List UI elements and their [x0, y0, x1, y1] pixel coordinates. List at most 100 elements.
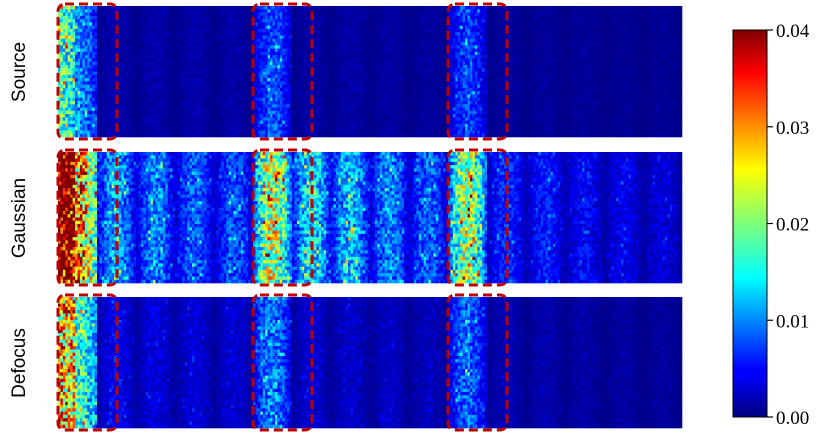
heatmap-cell	[85, 124, 88, 128]
heatmap-cell	[141, 52, 144, 56]
heatmap-cell	[78, 134, 81, 138]
heatmap-cell	[173, 16, 176, 20]
heatmap-cell	[273, 85, 276, 89]
heatmap-cell	[185, 13, 188, 17]
heatmap-cell	[197, 9, 200, 13]
heatmap-cell	[214, 121, 217, 125]
heatmap-cell	[209, 108, 212, 112]
heatmap-cell	[202, 16, 205, 20]
heatmap-cell	[63, 94, 66, 98]
heatmap-cell	[143, 39, 146, 43]
heatmap-cell	[148, 124, 151, 128]
heatmap-cell	[180, 26, 183, 30]
heatmap-cell	[80, 108, 83, 112]
heatmap-cell	[280, 49, 283, 53]
heatmap-cell	[221, 22, 224, 26]
heatmap-cell	[229, 32, 232, 36]
heatmap-cell	[190, 35, 193, 39]
heatmap-cell	[226, 45, 229, 49]
heatmap-cell	[236, 16, 239, 20]
heatmap-cell	[190, 72, 193, 76]
heatmap-cell	[255, 81, 258, 85]
heatmap-cell	[185, 32, 188, 36]
heatmap-cell	[151, 75, 154, 79]
heatmap-cell	[243, 39, 246, 43]
heatmap-cell	[173, 78, 176, 82]
heatmap-cell	[177, 62, 180, 66]
heatmap-cell	[165, 39, 168, 43]
heatmap-cell	[92, 49, 95, 53]
heatmap-cell	[87, 72, 90, 76]
heatmap-cell	[282, 29, 285, 33]
heatmap-cell	[290, 26, 293, 30]
heatmap-cell	[102, 13, 105, 17]
heatmap-cell	[209, 81, 212, 85]
heatmap-cell	[292, 29, 295, 33]
heatmap-cell	[134, 29, 137, 33]
heatmap-cell	[138, 104, 141, 108]
heatmap-cell	[70, 117, 73, 121]
heatmap-cell	[92, 26, 95, 30]
heatmap-cell	[236, 65, 239, 69]
heatmap-cell	[165, 78, 168, 82]
heatmap-cell	[287, 68, 290, 72]
heatmap-cell	[221, 88, 224, 92]
heatmap-cell	[243, 26, 246, 30]
heatmap-cell	[185, 29, 188, 33]
heatmap-cell	[90, 19, 93, 23]
heatmap-cell	[277, 9, 280, 13]
heatmap-cell	[73, 111, 76, 115]
heatmap-cell	[202, 75, 205, 79]
heatmap-cell	[248, 58, 251, 62]
heatmap-cell	[131, 29, 134, 33]
heatmap-cell	[158, 108, 161, 112]
heatmap-cell	[104, 68, 107, 72]
heatmap-cell	[177, 94, 180, 98]
heatmap-cell	[60, 45, 63, 49]
heatmap-cell	[214, 114, 217, 118]
heatmap-cell	[160, 98, 163, 102]
heatmap-cell	[170, 32, 173, 36]
heatmap-cell	[173, 68, 176, 72]
heatmap-cell	[60, 134, 63, 138]
heatmap-cell	[156, 9, 159, 13]
heatmap-cell	[73, 94, 76, 98]
heatmap-cell	[143, 52, 146, 56]
heatmap-cell	[280, 68, 283, 72]
heatmap-cell	[214, 127, 217, 131]
heatmap-cell	[224, 108, 227, 112]
heatmap-cell	[104, 32, 107, 36]
heatmap-cell	[151, 104, 154, 108]
heatmap-cell	[214, 13, 217, 17]
heatmap-cell	[114, 62, 117, 66]
heatmap-cell	[107, 22, 110, 26]
heatmap-cell	[204, 6, 207, 10]
heatmap-cell	[273, 108, 276, 112]
heatmap-cell	[207, 65, 210, 69]
heatmap-cell	[182, 124, 185, 128]
heatmap-cell	[224, 29, 227, 33]
heatmap-cell	[255, 114, 258, 118]
heatmap-cell	[226, 91, 229, 95]
heatmap-cell	[143, 81, 146, 85]
heatmap-cell	[216, 6, 219, 10]
heatmap-cell	[207, 124, 210, 128]
heatmap-cell	[158, 16, 161, 20]
heatmap-cell	[70, 58, 73, 62]
heatmap-cell	[277, 108, 280, 112]
heatmap-cell	[195, 62, 198, 66]
heatmap-cell	[248, 19, 251, 23]
heatmap-cell	[202, 88, 205, 92]
heatmap-cell	[90, 130, 93, 134]
heatmap-cell	[165, 62, 168, 66]
heatmap-cell	[60, 91, 63, 95]
heatmap-cell	[92, 42, 95, 46]
heatmap-cell	[282, 42, 285, 46]
heatmap-cell	[87, 78, 90, 82]
heatmap-cell	[236, 94, 239, 98]
heatmap-cell	[148, 85, 151, 89]
heatmap-cell	[268, 58, 271, 62]
heatmap-cell	[204, 104, 207, 108]
heatmap-cell	[180, 78, 183, 82]
heatmap-cell	[151, 49, 154, 53]
